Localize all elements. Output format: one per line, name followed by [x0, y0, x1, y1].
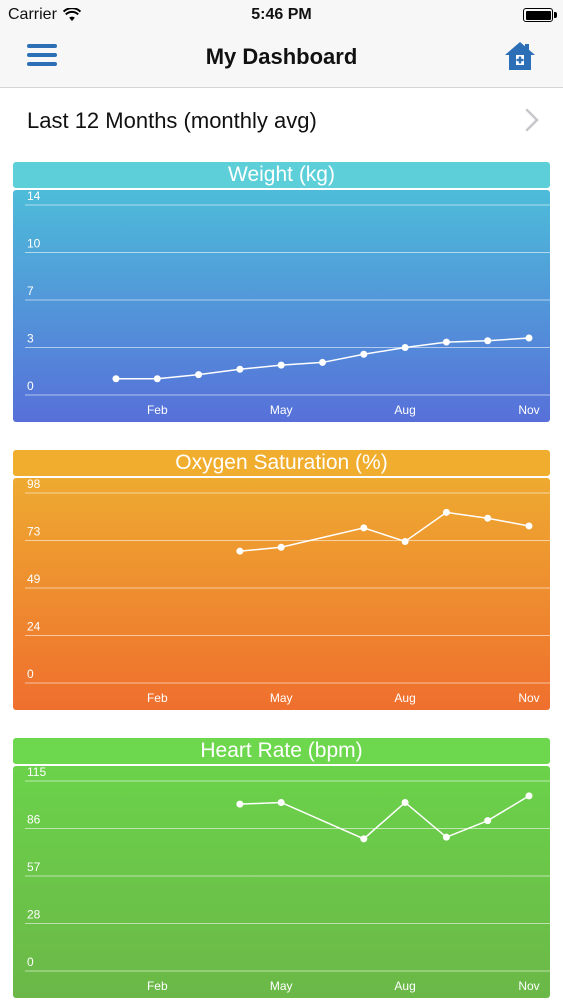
heart-rate-data-point [525, 792, 533, 800]
heart-rate-data-point [360, 835, 368, 843]
wifi-icon [62, 8, 81, 21]
oxygen-x-tick-label: Feb [147, 691, 168, 705]
oxygen-y-tick-label: 24 [27, 620, 41, 634]
oxygen-y-tick-label: 73 [27, 525, 41, 539]
heart-rate-x-tick-label: Nov [518, 979, 539, 993]
weight-x-tick-label: Nov [518, 403, 539, 417]
oxygen-data-point [277, 543, 285, 551]
home-icon[interactable] [503, 39, 537, 73]
weight-data-point [442, 338, 450, 346]
oxygen-y-tick-label: 0 [27, 667, 34, 681]
oxygen-data-point [484, 514, 492, 522]
heart-rate-x-tick-label: Aug [394, 979, 415, 993]
weight-data-point [153, 375, 161, 383]
carrier-label: Carrier [8, 6, 57, 23]
oxygen-x-tick-label: Aug [394, 691, 415, 705]
oxygen-chart-title: Oxygen Saturation (%) [13, 450, 550, 476]
weight-data-point [236, 365, 244, 373]
weight-data-point [195, 371, 203, 379]
heart-rate-data-point [484, 817, 492, 825]
heart-rate-y-tick-label: 86 [27, 813, 41, 827]
oxygen-y-tick-label: 49 [27, 572, 41, 586]
weight-data-point [112, 375, 120, 383]
oxygen-y-tick-label: 98 [27, 478, 41, 491]
weight-chart-title: Weight (kg) [13, 162, 550, 188]
oxygen-data-point [442, 508, 450, 516]
heart-rate-y-tick-label: 28 [27, 908, 41, 922]
heart-rate-data-point [442, 833, 450, 841]
page-title: My Dashboard [205, 44, 358, 69]
weight-y-tick-label: 7 [27, 284, 34, 298]
weight-data-point [401, 344, 409, 351]
nav-bar: My Dashboard [0, 30, 563, 88]
weight-y-tick-label: 10 [27, 237, 41, 251]
chevron-right-icon [525, 108, 539, 132]
weight-data-point [277, 361, 285, 369]
status-time: 5:46 PM [251, 6, 312, 23]
weight-data-point [319, 358, 326, 366]
heart-rate-data-point [401, 798, 409, 806]
heart-rate-chart-title: Heart Rate (bpm) [13, 738, 550, 764]
weight-data-point [525, 334, 533, 342]
weight-x-tick-label: Feb [147, 403, 168, 417]
status-left: Carrier [8, 6, 81, 24]
weight-data-point [360, 350, 368, 358]
status-bar: Carrier 5:46 PM [0, 0, 563, 30]
hamburger-menu-icon[interactable] [27, 44, 57, 68]
weight-y-tick-label: 14 [27, 190, 41, 203]
battery-icon [523, 8, 557, 22]
heart-rate-chart: 115 86 57 28 0 Feb May Aug Nov [13, 766, 550, 998]
oxygen-data-point [525, 522, 533, 530]
oxygen-chart: 98 73 49 24 0 Feb May Aug Nov [13, 478, 550, 710]
heart-rate-data-point [236, 800, 244, 808]
heart-rate-y-tick-label: 115 [27, 766, 46, 779]
oxygen-data-point [360, 524, 368, 532]
heart-rate-x-tick-label: May [270, 979, 293, 993]
heart-rate-x-tick-label: Feb [147, 979, 168, 993]
oxygen-data-point [236, 547, 244, 555]
weight-chart: 14 10 7 3 0 Feb May Aug Nov [13, 190, 550, 422]
weight-data-point [484, 337, 492, 345]
period-selector[interactable]: Last 12 Months (monthly avg) [0, 88, 563, 154]
weight-y-tick-label: 0 [27, 379, 34, 393]
heart-rate-y-tick-label: 57 [27, 860, 41, 874]
period-label: Last 12 Months (monthly avg) [27, 108, 317, 133]
weight-x-tick-label: May [270, 403, 293, 417]
heart-rate-data-point [277, 798, 285, 806]
oxygen-data-point [401, 537, 409, 545]
oxygen-x-tick-label: Nov [518, 691, 539, 705]
weight-x-tick-label: Aug [394, 403, 415, 417]
oxygen-x-tick-label: May [270, 691, 293, 705]
heart-rate-y-tick-label: 0 [27, 955, 34, 969]
weight-y-tick-label: 3 [27, 332, 34, 346]
